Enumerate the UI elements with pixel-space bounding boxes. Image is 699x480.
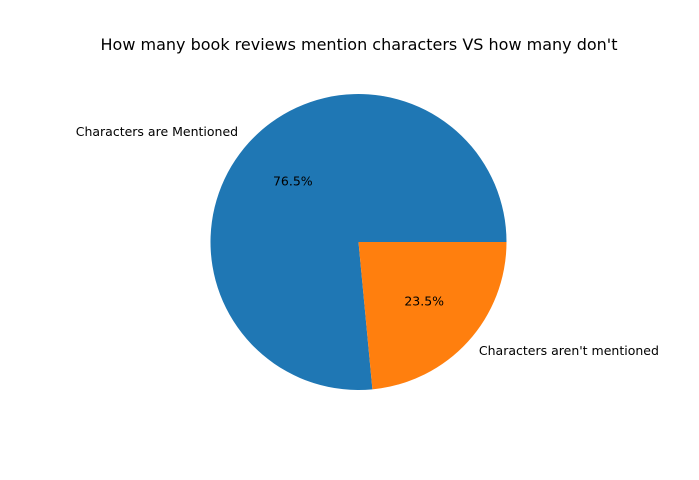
pie-labels: Characters are Mentioned 76.5% Characters … xyxy=(76,124,659,358)
chart-title: How many book reviews mention characters… xyxy=(101,35,618,54)
slice-percent-1: 23.5% xyxy=(404,293,444,308)
pie-slice-0 xyxy=(210,94,507,391)
slice-label-1: Characters aren't mentioned xyxy=(479,343,659,358)
pie-slice-1 xyxy=(358,242,507,390)
pie-slices xyxy=(210,94,507,391)
slice-label-0: Characters are Mentioned xyxy=(76,124,238,139)
slice-percent-0: 76.5% xyxy=(273,174,313,189)
